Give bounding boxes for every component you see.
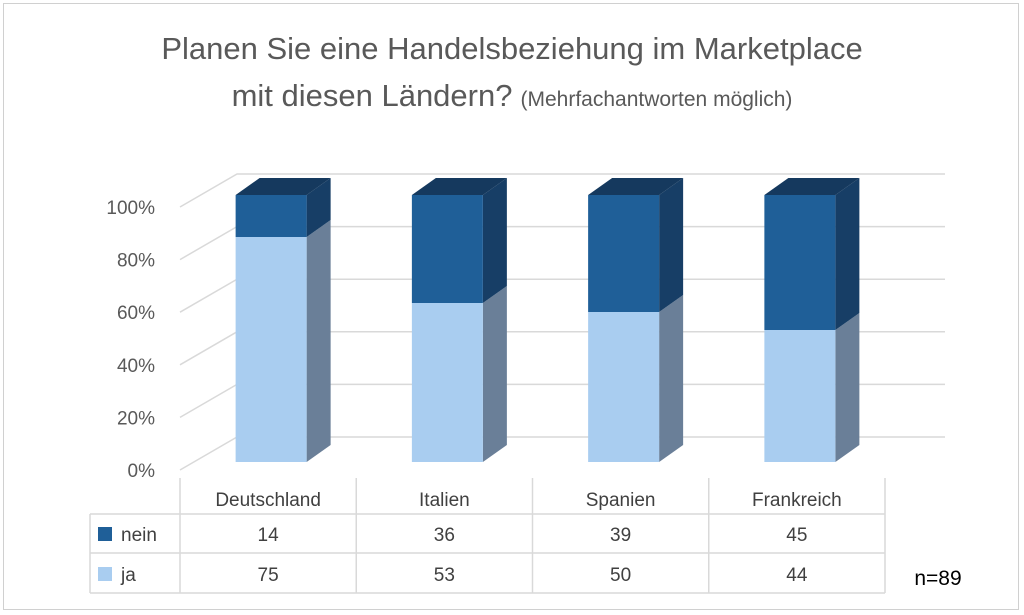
- bar-top: [235, 178, 331, 195]
- data-label-nein: 36: [434, 525, 455, 546]
- bar-nein-side: [835, 178, 860, 330]
- bar-ja-side: [835, 313, 860, 462]
- sample-size-note: n=89: [914, 567, 961, 590]
- data-label-nein: 14: [258, 525, 280, 546]
- category-label: Italien: [419, 490, 470, 511]
- y-tick-label: 80%: [117, 251, 155, 272]
- y-axis-ticks: 0% 20% 40% 60% 80% 100%: [106, 198, 155, 482]
- category-label: Frankreich: [752, 490, 842, 511]
- gridline: [179, 173, 945, 208]
- bar-ja: [588, 312, 660, 462]
- bar-top: [588, 178, 684, 195]
- bar-nein: [235, 195, 307, 237]
- bar-ja-side: [306, 220, 331, 462]
- bar-ja-side: [482, 286, 507, 462]
- y-tick-label: 40%: [117, 356, 155, 377]
- bar-nein-side: [482, 178, 507, 303]
- data-label-ja: 50: [610, 565, 631, 586]
- data-label-nein: 39: [610, 525, 631, 546]
- legend-label-ja: ja: [120, 565, 136, 586]
- chart-title-line-1: Planen Sie eine Handelsbeziehung im Mark…: [161, 31, 862, 66]
- data-label-ja: 53: [434, 565, 455, 586]
- legend-label-nein: nein: [121, 525, 157, 546]
- bar-ja: [235, 237, 307, 462]
- y-tick-label: 0%: [128, 461, 156, 482]
- legend-key-ja: [98, 567, 112, 581]
- bar-top: [764, 178, 860, 195]
- data-label-ja: 44: [786, 565, 808, 586]
- bar-nein: [588, 195, 660, 312]
- bar-nein-side: [659, 178, 684, 312]
- chart-title-main-part: mit diesen Ländern?: [232, 78, 513, 113]
- bar-top: [411, 178, 507, 195]
- data-table: Deutschland Italien Spanien Frankreich nein 1…: [89, 478, 886, 594]
- bar-ja: [764, 330, 836, 462]
- bar-nein-side: [306, 178, 331, 237]
- bar-layer: [235, 178, 860, 462]
- bar-nein: [411, 195, 483, 303]
- bar-italien: [411, 178, 507, 462]
- bar-nein: [764, 195, 836, 330]
- y-tick-label: 20%: [117, 408, 155, 429]
- data-label-nein: 45: [786, 525, 807, 546]
- data-label-ja: 75: [258, 565, 279, 586]
- chart-subtitle: (Mehrfachantworten möglich): [520, 88, 792, 111]
- bar-ja-side: [659, 295, 684, 462]
- chart-title-line-2: mit diesen Ländern? (Mehrfachantworten mö…: [232, 78, 793, 113]
- legend-key-nein: [98, 527, 112, 541]
- bar-spanien: [588, 178, 684, 462]
- bar-ja: [411, 303, 483, 462]
- bar-deutschland: [235, 178, 331, 462]
- y-tick-label: 60%: [117, 303, 155, 324]
- category-label: Deutschland: [215, 490, 321, 511]
- y-tick-label: 100%: [106, 198, 155, 219]
- bar-frankreich: [764, 178, 860, 462]
- category-label: Spanien: [586, 490, 656, 511]
